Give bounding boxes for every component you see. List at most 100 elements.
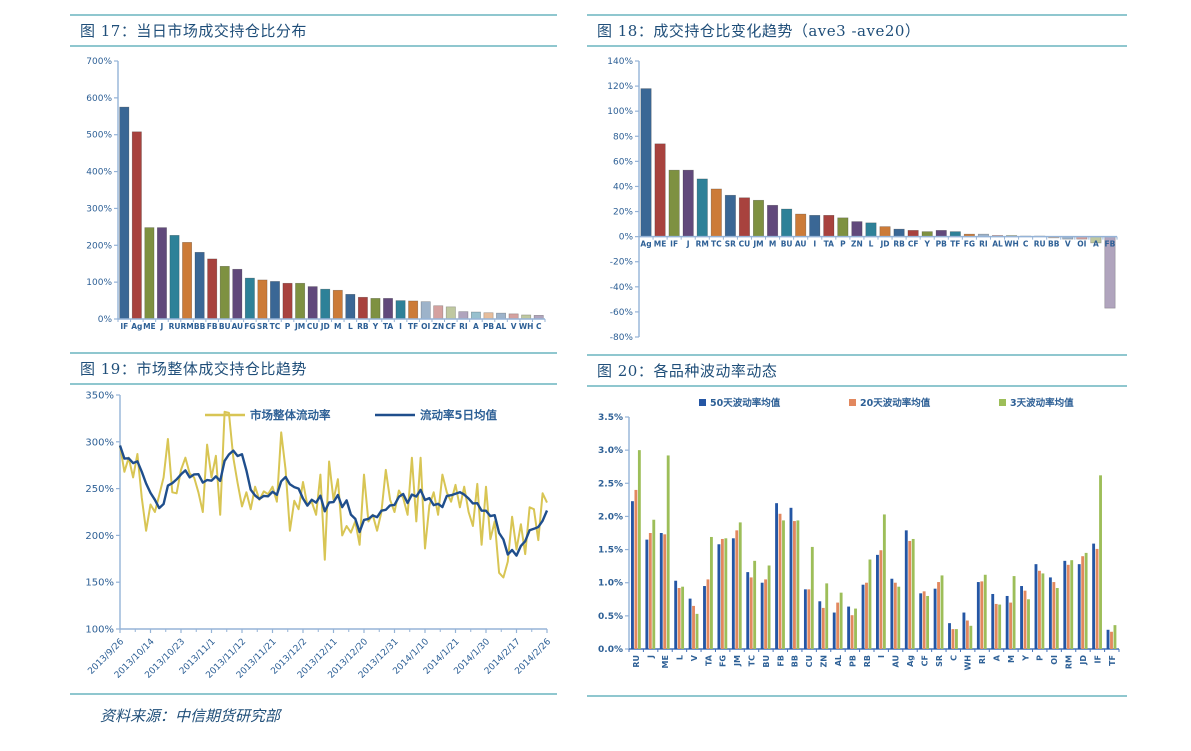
divider bbox=[587, 385, 1127, 387]
svg-text:TA: TA bbox=[383, 322, 394, 331]
svg-text:JD: JD bbox=[880, 240, 890, 249]
svg-text:400%: 400% bbox=[86, 168, 112, 178]
svg-text:120%: 120% bbox=[607, 82, 633, 92]
svg-text:2.5%: 2.5% bbox=[598, 479, 623, 489]
svg-text:RB: RB bbox=[357, 322, 369, 331]
svg-text:V: V bbox=[1065, 240, 1071, 249]
svg-text:OI: OI bbox=[1077, 240, 1086, 249]
svg-text:IF: IF bbox=[670, 240, 678, 249]
svg-text:ZN: ZN bbox=[432, 322, 444, 331]
svg-text:AU: AU bbox=[231, 322, 243, 331]
svg-text:-20%: -20% bbox=[610, 258, 634, 268]
svg-text:ZN: ZN bbox=[820, 655, 829, 668]
svg-text:AL: AL bbox=[496, 322, 507, 331]
svg-text:I: I bbox=[399, 322, 402, 331]
svg-text:SR: SR bbox=[257, 322, 268, 331]
svg-text:Ag: Ag bbox=[906, 655, 915, 667]
svg-text:250%: 250% bbox=[85, 484, 114, 495]
svg-text:TC: TC bbox=[270, 322, 281, 331]
svg-text:SR: SR bbox=[725, 240, 736, 249]
svg-text:CF: CF bbox=[445, 322, 456, 331]
divider bbox=[587, 695, 1127, 697]
svg-text:ME: ME bbox=[661, 655, 670, 668]
figure-20-chart: 0.0%0.5%1.0%1.5%2.0%2.5%3.0%3.5%RU J ME L V T… bbox=[598, 397, 1120, 671]
svg-text:AU: AU bbox=[892, 655, 901, 667]
svg-text:FG: FG bbox=[719, 655, 728, 667]
svg-text:I: I bbox=[877, 655, 886, 658]
svg-text:CF: CF bbox=[920, 655, 929, 666]
svg-text:C: C bbox=[536, 322, 542, 331]
svg-text:J: J bbox=[160, 322, 164, 331]
svg-text:RU: RU bbox=[1034, 240, 1046, 249]
svg-text:FG: FG bbox=[964, 240, 975, 249]
svg-text:2.0%: 2.0% bbox=[598, 512, 623, 522]
svg-text:ME: ME bbox=[143, 322, 156, 331]
svg-text:Ag: Ag bbox=[640, 240, 651, 249]
svg-text:JD: JD bbox=[1079, 655, 1088, 666]
svg-text:BB: BB bbox=[1048, 240, 1060, 249]
svg-text:OI: OI bbox=[421, 322, 430, 331]
figure-17: 图 17：当日市场成交持仓比分布 0% 100% 200% 300% 400% 500% 6… bbox=[70, 14, 557, 345]
figure-20-body: 0.0% 0.5% 1.0% 1.5% 2.0% 2.5% 3.0% 3.5% RU J ME L V T… bbox=[587, 387, 1127, 695]
figure-17-chart: 0%100%200%300%400%500%600%700%IF Ag ME J RU R… bbox=[86, 57, 546, 331]
svg-text:CU: CU bbox=[307, 322, 319, 331]
divider bbox=[70, 45, 557, 47]
svg-text:60%: 60% bbox=[613, 157, 633, 167]
source-note: 资料来源：中信期货研究部 bbox=[100, 707, 281, 725]
svg-text:WH: WH bbox=[964, 655, 973, 671]
svg-text:JM: JM bbox=[294, 322, 305, 331]
figure-20-title: 图 20：各品种波动率动态 bbox=[597, 362, 778, 380]
svg-text:80%: 80% bbox=[613, 132, 633, 142]
figure-17-title: 图 17：当日市场成交持仓比分布 bbox=[80, 22, 307, 40]
svg-text:V: V bbox=[511, 322, 517, 331]
svg-text:200%: 200% bbox=[86, 241, 112, 251]
svg-text:BB: BB bbox=[791, 655, 800, 667]
svg-text:200%: 200% bbox=[85, 531, 114, 542]
svg-text:TA: TA bbox=[824, 240, 835, 249]
svg-text:AL: AL bbox=[992, 240, 1003, 249]
svg-text:TF: TF bbox=[408, 322, 418, 331]
svg-text:-80%: -80% bbox=[610, 333, 634, 343]
svg-text:M: M bbox=[334, 322, 341, 331]
svg-text:FG: FG bbox=[244, 322, 255, 331]
svg-text:0.0%: 0.0% bbox=[598, 645, 623, 655]
svg-text:100%: 100% bbox=[86, 278, 112, 288]
svg-text:M: M bbox=[1007, 655, 1016, 663]
svg-text:IF: IF bbox=[1093, 655, 1102, 663]
svg-text:OI: OI bbox=[1050, 655, 1059, 665]
figure-18-body: -80% -60% -40% -20% 0% 20% 40% 60% 80% 100% 120% 14… bbox=[587, 47, 1127, 347]
footer: 资料来源：中信期货研究部 bbox=[100, 705, 1191, 726]
svg-text:J: J bbox=[686, 240, 690, 249]
svg-text:PB: PB bbox=[848, 655, 857, 667]
svg-text:0%: 0% bbox=[619, 233, 634, 243]
svg-text:3.5%: 3.5% bbox=[598, 413, 623, 423]
svg-text:BU: BU bbox=[219, 322, 231, 331]
svg-text:RI: RI bbox=[979, 240, 988, 249]
svg-text:ME: ME bbox=[654, 240, 667, 249]
figure-19-chart: 100%150%200%250%300%350%2013/9/262013/10… bbox=[85, 391, 553, 681]
svg-text:140%: 140% bbox=[607, 57, 633, 67]
svg-text:1.5%: 1.5% bbox=[598, 546, 623, 556]
svg-text:P: P bbox=[285, 322, 291, 331]
divider bbox=[70, 383, 557, 385]
svg-text:BB: BB bbox=[194, 322, 206, 331]
left-column: 图 17：当日市场成交持仓比分布 0% 100% 200% 300% 400% 500% 6… bbox=[70, 14, 557, 697]
svg-text:RB: RB bbox=[893, 240, 905, 249]
svg-text:V: V bbox=[690, 654, 699, 661]
svg-text:CU: CU bbox=[739, 240, 751, 249]
svg-text:JM: JM bbox=[752, 240, 763, 249]
svg-text:PB: PB bbox=[936, 240, 947, 249]
svg-text:RM: RM bbox=[1065, 655, 1074, 669]
divider bbox=[587, 45, 1127, 47]
svg-text:RU: RU bbox=[169, 322, 181, 331]
svg-text:J: J bbox=[647, 655, 656, 659]
svg-text:WH: WH bbox=[519, 322, 534, 331]
svg-text:FB: FB bbox=[776, 655, 785, 667]
svg-text:100%: 100% bbox=[85, 625, 114, 636]
svg-text:-40%: -40% bbox=[610, 283, 634, 293]
svg-text:流动率5日均值: 流动率5日均值 bbox=[420, 408, 498, 422]
divider bbox=[70, 14, 557, 16]
svg-text:150%: 150% bbox=[85, 578, 114, 589]
svg-text:A: A bbox=[473, 322, 479, 331]
